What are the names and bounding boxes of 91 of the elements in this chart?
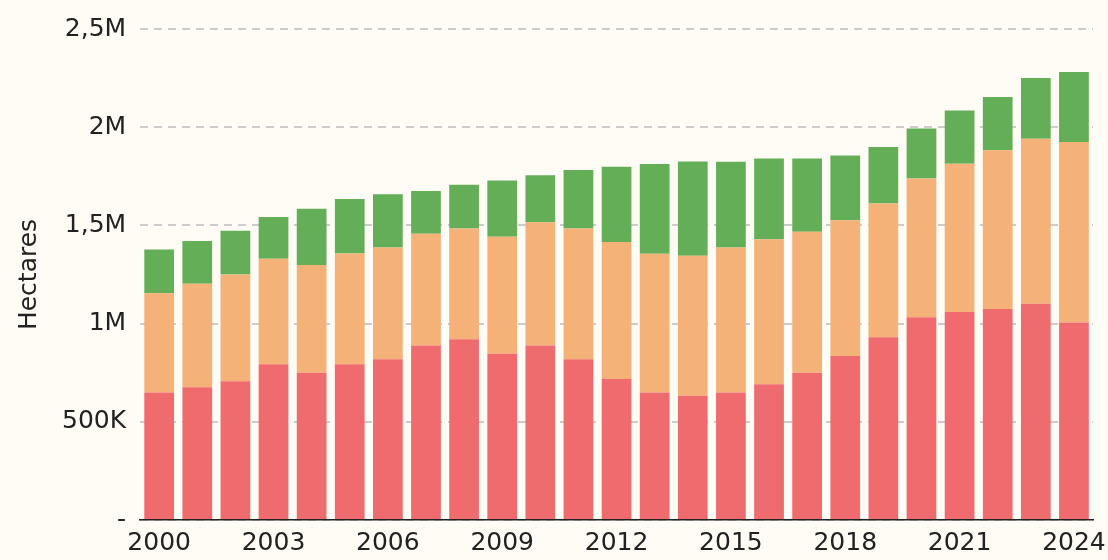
bar (601, 378, 632, 519)
bar (563, 170, 594, 229)
bar (144, 293, 175, 393)
bar (258, 364, 289, 519)
bar (944, 110, 975, 164)
x-tick-label: 2018 (813, 526, 878, 556)
bar (1020, 303, 1051, 519)
bar (830, 155, 861, 221)
bar (754, 158, 784, 240)
y-tick-label: - (117, 503, 127, 533)
y-tick-label: 1M (88, 307, 127, 337)
bar (754, 239, 784, 385)
x-tick-label: 2006 (356, 526, 420, 556)
bar (830, 356, 861, 519)
bar (1059, 141, 1089, 323)
bar (373, 247, 403, 360)
x-tick-label: 2003 (241, 526, 306, 556)
bar (296, 265, 327, 373)
bar (525, 222, 556, 346)
bar (563, 228, 594, 360)
bar (639, 163, 670, 254)
bar (754, 384, 784, 519)
bar (716, 392, 746, 519)
bar (1020, 138, 1051, 304)
bar (944, 163, 975, 313)
bar (182, 283, 213, 388)
bar (334, 199, 365, 254)
bar (487, 236, 518, 354)
bar (182, 240, 213, 284)
x-tick-label: 2021 (927, 526, 992, 556)
bar (906, 317, 937, 519)
bar (487, 180, 518, 237)
bar (906, 128, 937, 179)
bar (601, 166, 632, 243)
bar (258, 258, 289, 365)
x-tick-label: 2009 (470, 526, 535, 556)
bar (487, 353, 518, 519)
y-axis-title: Hectares (12, 218, 42, 331)
bar (449, 184, 479, 229)
bar (944, 312, 975, 519)
bar (258, 216, 289, 259)
y-tick-label: 2,5M (64, 12, 127, 42)
x-tick-label: 2000 (127, 526, 191, 556)
x-tick-label: 2015 (699, 526, 763, 556)
bar (220, 274, 251, 382)
bar (411, 191, 441, 234)
bar (792, 231, 822, 373)
bar (982, 150, 1013, 310)
bar (220, 381, 251, 519)
bar (296, 208, 327, 266)
bar (906, 178, 937, 318)
x-tick-label: 2012 (584, 526, 649, 556)
bar (677, 395, 708, 519)
bar (220, 230, 251, 275)
bar (982, 96, 1013, 151)
y-tick-label: 500K (61, 405, 127, 435)
bar (601, 242, 632, 379)
bar (639, 392, 670, 519)
bar (182, 387, 213, 519)
bar (792, 372, 822, 519)
bar (868, 337, 899, 519)
bar (1059, 322, 1089, 519)
y-tick-label: 2M (88, 110, 127, 140)
bar (563, 359, 594, 519)
bar (144, 249, 175, 294)
bar (449, 339, 479, 519)
bar (334, 364, 365, 519)
bar (1059, 72, 1089, 142)
bar (144, 392, 175, 519)
bar (525, 345, 556, 519)
bar (716, 247, 746, 393)
bar (639, 253, 670, 393)
bar (830, 220, 861, 357)
bar (677, 161, 708, 256)
bar (1020, 78, 1051, 139)
bar (868, 147, 899, 204)
bar (677, 255, 708, 396)
bar (982, 309, 1013, 519)
bar (449, 228, 479, 340)
bar (373, 194, 403, 248)
y-tick-label: 1,5M (64, 208, 127, 238)
bar (525, 175, 556, 223)
bar (716, 161, 746, 248)
bar (296, 372, 327, 519)
bar (792, 158, 822, 232)
bar (373, 359, 403, 519)
bar (411, 345, 441, 519)
bar (411, 233, 441, 346)
bar (868, 203, 899, 338)
x-tick-label: 2024 (1042, 526, 1106, 556)
bar (334, 253, 365, 365)
